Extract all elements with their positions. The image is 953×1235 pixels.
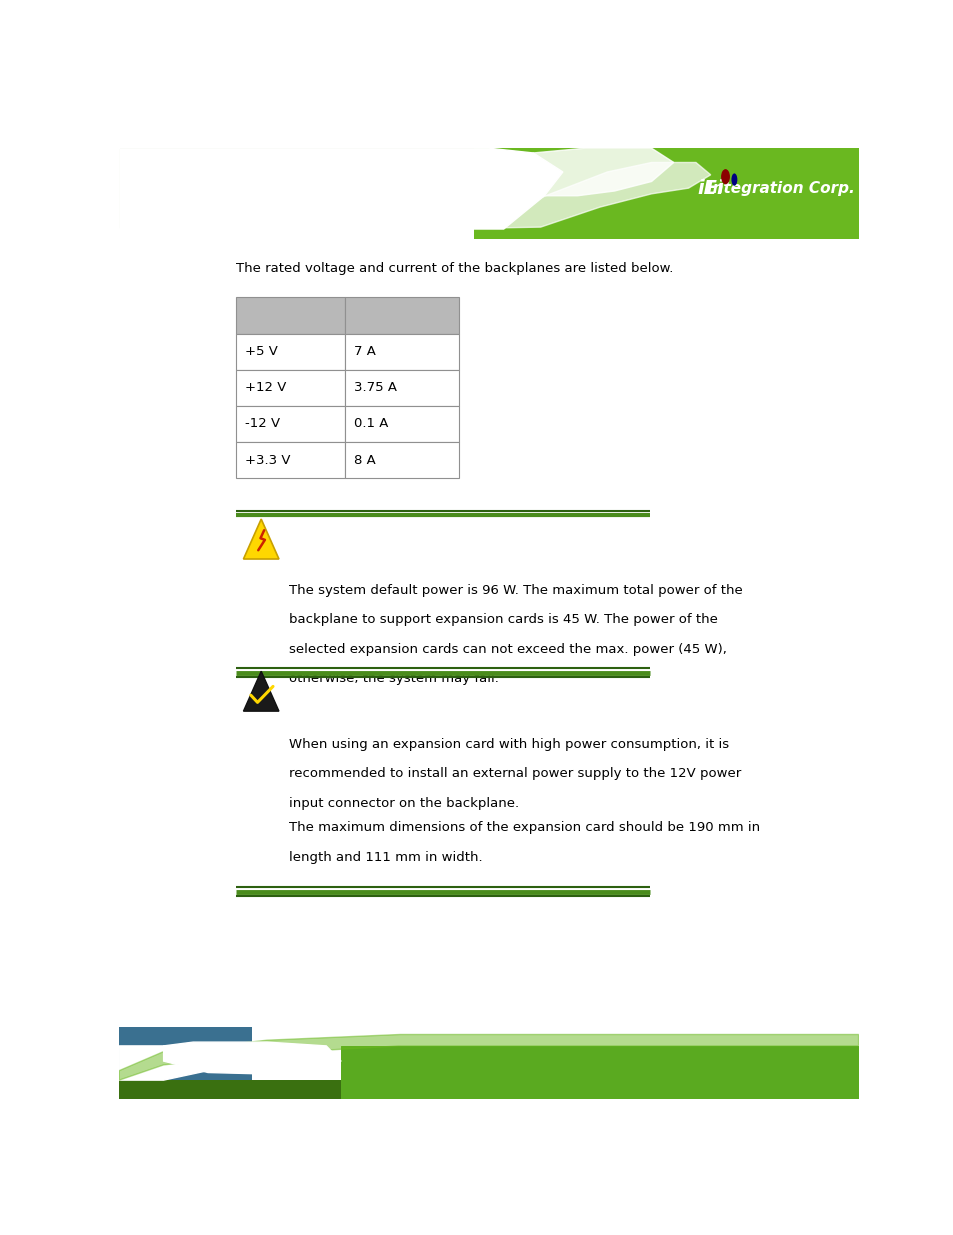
Polygon shape xyxy=(119,1035,858,1081)
Text: 7 A: 7 A xyxy=(354,346,375,358)
Text: Integration Corp.: Integration Corp. xyxy=(706,180,854,195)
Text: +12 V: +12 V xyxy=(245,382,286,394)
Text: 8 A: 8 A xyxy=(354,453,375,467)
Text: selected expansion cards can not exceed the max. power (45 W),: selected expansion cards can not exceed … xyxy=(289,642,726,656)
Bar xyxy=(474,148,858,238)
Text: recommended to install an external power supply to the 12V power: recommended to install an external power… xyxy=(289,767,740,781)
Polygon shape xyxy=(243,519,278,559)
Text: The system default power is 96 W. The maximum total power of the: The system default power is 96 W. The ma… xyxy=(289,584,742,597)
Bar xyxy=(345,333,458,369)
Text: The rated voltage and current of the backplanes are listed below.: The rated voltage and current of the bac… xyxy=(235,262,673,275)
Text: -12 V: -12 V xyxy=(245,417,280,431)
Text: input connector on the backplane.: input connector on the backplane. xyxy=(289,797,518,810)
Text: 0.1 A: 0.1 A xyxy=(354,417,388,431)
Text: backplane to support expansion cards is 45 W. The power of the: backplane to support expansion cards is … xyxy=(289,614,718,626)
Bar xyxy=(235,406,345,442)
Text: iEi: iEi xyxy=(697,179,723,198)
Text: 3.75 A: 3.75 A xyxy=(354,382,397,394)
Ellipse shape xyxy=(731,173,737,185)
Bar xyxy=(345,298,458,333)
Polygon shape xyxy=(119,148,562,228)
Polygon shape xyxy=(488,163,710,228)
Text: When using an expansion card with high power consumption, it is: When using an expansion card with high p… xyxy=(289,737,729,751)
Polygon shape xyxy=(243,672,278,711)
Bar xyxy=(235,333,345,369)
Polygon shape xyxy=(119,1046,341,1081)
Bar xyxy=(235,442,345,478)
Text: The maximum dimensions of the expansion card should be 190 mm in: The maximum dimensions of the expansion … xyxy=(289,821,760,835)
Polygon shape xyxy=(474,148,673,196)
Polygon shape xyxy=(164,1042,341,1074)
Bar xyxy=(345,406,458,442)
Ellipse shape xyxy=(720,169,729,184)
Bar xyxy=(119,1026,252,1081)
Text: +5 V: +5 V xyxy=(245,346,277,358)
Bar xyxy=(345,442,458,478)
Bar xyxy=(235,369,345,406)
Bar xyxy=(119,148,858,228)
Bar xyxy=(341,1046,858,1099)
Text: length and 111 mm in width.: length and 111 mm in width. xyxy=(289,851,482,864)
Bar xyxy=(235,298,345,333)
Bar xyxy=(119,1081,858,1099)
Text: otherwise, the system may fail.: otherwise, the system may fail. xyxy=(289,672,498,685)
Bar xyxy=(345,369,458,406)
Text: +3.3 V: +3.3 V xyxy=(245,453,290,467)
